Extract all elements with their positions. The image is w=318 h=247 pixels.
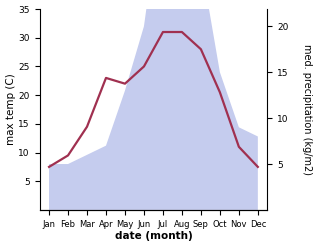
Y-axis label: med. precipitation (kg/m2): med. precipitation (kg/m2) [302,44,313,175]
Y-axis label: max temp (C): max temp (C) [5,74,16,145]
X-axis label: date (month): date (month) [114,231,192,242]
